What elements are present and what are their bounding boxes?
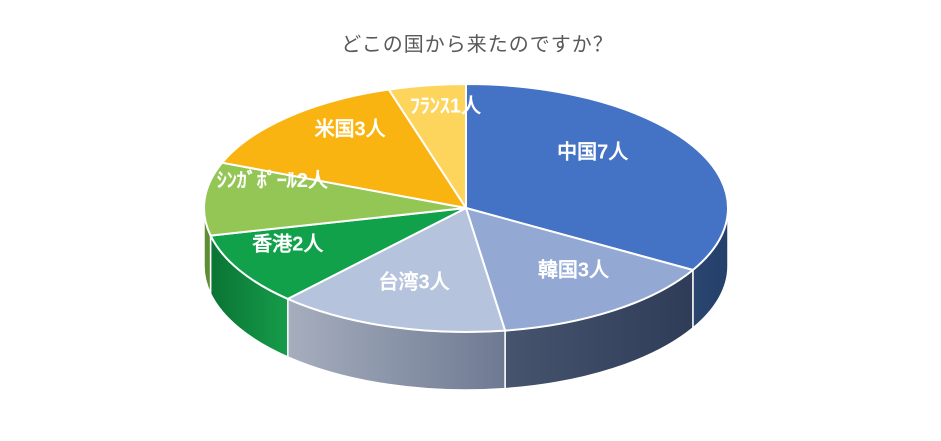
pie-slice-label-usa: 米国3人 <box>315 118 387 141</box>
pie-slice-hongkong <box>209 207 467 300</box>
pie-slice-korea <box>465 207 694 332</box>
chart-title: どこの国から来たのですか？ <box>341 34 614 56</box>
pie-slice-label-france: ﾌﾗﾝｽ1人 <box>410 95 482 118</box>
pie-slice-usa <box>221 88 467 209</box>
pie-slice-china <box>465 83 729 271</box>
pie-slice-label-china: 中国7人 <box>557 140 629 164</box>
pie-slice-label-singapore: ｼﾝｶﾞﾎﾟｰﾙ2人 <box>217 168 329 192</box>
pie-slice-taiwan <box>286 207 507 333</box>
pie-slice-label-hongkong: 香港2人 <box>252 232 324 256</box>
pie-slice-singapore <box>203 161 467 237</box>
pie-slice-france <box>387 83 467 209</box>
pie-slice-label-korea: 韓国3人 <box>538 258 610 282</box>
pie-slice-label-taiwan: 台湾3人 <box>379 269 451 293</box>
